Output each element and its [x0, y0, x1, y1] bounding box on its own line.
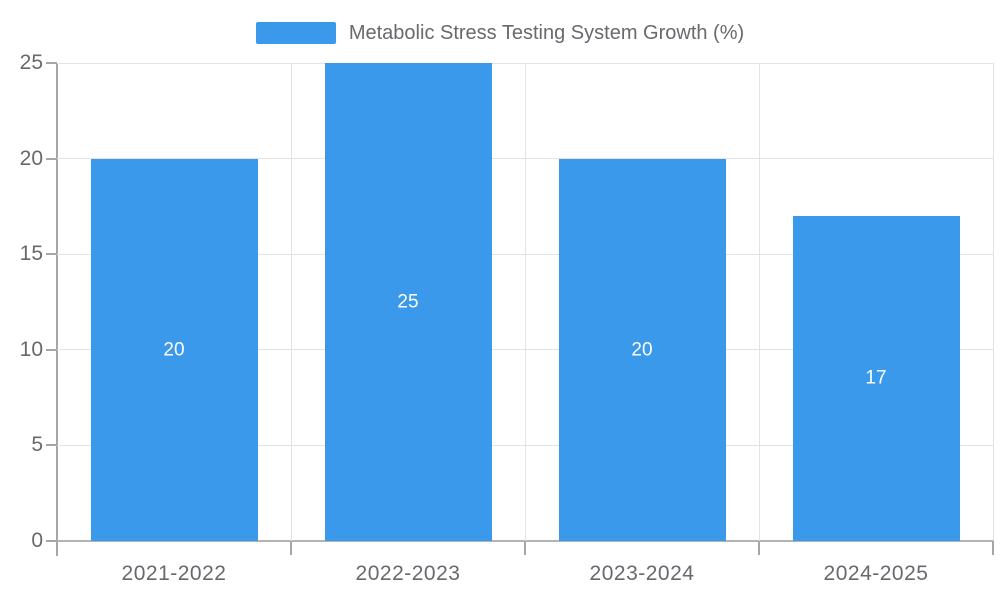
- y-tick-label: 20: [19, 146, 43, 170]
- x-category-label: 2022-2023: [355, 562, 461, 585]
- gridline-v: [758, 63, 760, 541]
- y-tick-label: 0: [31, 529, 43, 552]
- x-category-label: 2021-2022: [121, 562, 227, 585]
- x-tick: [290, 541, 292, 555]
- y-tick-label: 15: [19, 242, 43, 266]
- legend-title: Metabolic Stress Testing System Growth (…: [348, 21, 745, 44]
- x-tick: [524, 541, 526, 555]
- legend[interactable]: Metabolic Stress Testing System Growth (…: [0, 21, 1000, 45]
- y-tick-label: 5: [31, 433, 43, 457]
- plot-area: 20 25 20 17: [57, 62, 994, 541]
- bar-2022-2023[interactable]: [324, 63, 492, 541]
- x-tick: [992, 541, 994, 555]
- y-tick: [46, 348, 57, 351]
- x-tick: [56, 541, 58, 555]
- y-tick-label: 10: [19, 337, 43, 361]
- gridline-v: [524, 63, 526, 541]
- bar-2021-2022[interactable]: [90, 158, 258, 541]
- x-category-label: 2024-2025: [823, 562, 929, 585]
- bar-2023-2024[interactable]: [558, 158, 726, 541]
- bar-value-label: 25: [397, 291, 419, 313]
- y-tick-label: 25: [19, 51, 43, 74]
- bar-value-label: 20: [163, 339, 185, 361]
- gridline-v: [290, 63, 292, 541]
- y-tick: [46, 157, 57, 160]
- gridline-v: [992, 63, 994, 541]
- bar-value-label: 20: [631, 339, 653, 361]
- y-tick: [46, 540, 57, 542]
- bar-value-label: 17: [865, 367, 887, 389]
- x-tick: [758, 541, 760, 555]
- y-axis-line: [56, 63, 58, 556]
- y-tick: [46, 253, 57, 256]
- y-tick: [46, 444, 57, 447]
- bar-2024-2025[interactable]: [792, 215, 960, 541]
- legend-swatch: [255, 22, 336, 44]
- x-category-label: 2023-2024: [589, 562, 695, 585]
- y-tick: [46, 62, 57, 64]
